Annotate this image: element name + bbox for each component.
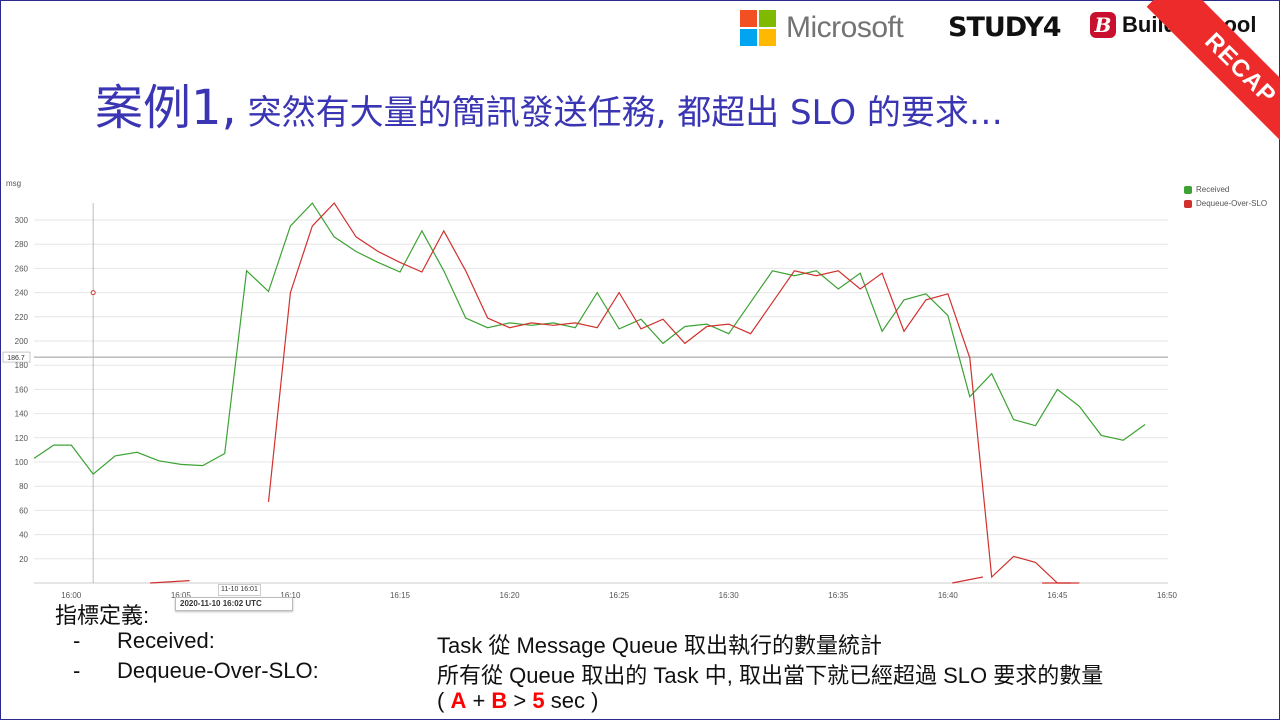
formula-open: (: [437, 688, 450, 713]
desc-received: Task 從 Message Queue 取出執行的數量統計: [437, 628, 882, 660]
desc-dequeue-over-slo: 所有從 Queue 取出的 Task 中, 取出當下就已經超過 SLO 要求的數…: [437, 658, 1103, 690]
title-case-number: 案例1,: [95, 80, 237, 136]
crosshair-point-marker: [91, 291, 95, 295]
x-tick-label: 16:30: [719, 591, 740, 600]
x-tick-label: 16:35: [828, 591, 849, 600]
formula-gt: >: [507, 688, 532, 713]
formula-plus: +: [466, 688, 491, 713]
formula-five: 5: [532, 688, 544, 713]
y-axis-label: msg: [6, 179, 21, 188]
legend-label-received: Received: [1196, 185, 1229, 194]
y-tick-label: 80: [19, 482, 28, 491]
y-tick-label: 260: [15, 264, 29, 273]
definitions-heading: 指標定義:: [55, 598, 149, 630]
x-tick-label: 16:25: [609, 591, 630, 600]
y-tick-label: 60: [19, 506, 28, 515]
term-dequeue-over-slo: Dequeue-Over-SLO:: [117, 658, 319, 684]
legend-label-dequeue-over-slo: Dequeue-Over-SLO: [1196, 199, 1267, 208]
x-tick-label: 16:15: [390, 591, 411, 600]
chart-tooltip: 2020-11-10 16:02 UTC: [175, 597, 293, 611]
formula-b: B: [491, 688, 507, 713]
legend-swatch-received: [1184, 186, 1192, 194]
y-tick-label: 280: [15, 240, 29, 249]
y-tick-label: 200: [15, 337, 29, 346]
x-tick-label: 16:45: [1047, 591, 1068, 600]
microsoft-logo: Microsoft: [740, 10, 903, 46]
crosshair-value-label: 186.7: [7, 355, 25, 362]
line-chart: 20 40 60 80 100 120 140 160 180 200 220 240 260 280 30…: [0, 170, 1280, 610]
y-tick-label: 40: [19, 531, 28, 540]
legend-swatch-dequeue-over-slo: [1184, 200, 1192, 208]
y-tick-label: 120: [15, 434, 29, 443]
y-tick-label: 140: [15, 410, 29, 419]
y-tick-label: 20: [19, 555, 28, 564]
microsoft-squares-icon: [740, 10, 776, 46]
slo-formula: ( A + B > 5 sec ): [437, 688, 598, 714]
x-tick-label: 16:50: [1157, 591, 1178, 600]
bullet-dash: -: [73, 658, 80, 684]
recap-band: RECAP: [1147, 0, 1280, 140]
y-tick-label: 160: [15, 385, 29, 394]
crosshair-time-tag: 11-10 16:01: [218, 584, 261, 596]
x-tick-label: 16:40: [938, 591, 959, 600]
y-tick-label: 220: [15, 313, 29, 322]
bullet-dash: -: [73, 628, 80, 654]
recap-corner-ribbon: RECAP: [1140, 0, 1280, 140]
y-tick-label: 180: [15, 361, 29, 370]
formula-a: A: [450, 688, 466, 713]
buildschool-b-icon: B: [1090, 12, 1116, 38]
legend-item-received: Received: [1184, 185, 1267, 194]
y-tick-label: 100: [15, 458, 29, 467]
chart-legend: Received Dequeue-Over-SLO: [1184, 185, 1267, 213]
series-line-dequeue-over-slo: [269, 203, 1080, 583]
legend-item-dequeue-over-slo: Dequeue-Over-SLO: [1184, 199, 1267, 208]
x-tick-label: 16:20: [500, 591, 521, 600]
series-line-dequeue-over-slo: [952, 577, 983, 583]
recap-label: RECAP: [1199, 28, 1280, 111]
study4-logo: STUDY4: [948, 12, 1061, 43]
y-tick-label: 240: [15, 289, 29, 298]
y-tick-label: 300: [15, 216, 29, 225]
microsoft-text: Microsoft: [786, 11, 903, 45]
title-text: 突然有大量的簡訊發送任務, 都超出 SLO 的要求…: [237, 93, 1003, 133]
formula-rest: sec ): [545, 688, 599, 713]
slide-title: 案例1, 突然有大量的簡訊發送任務, 都超出 SLO 的要求…: [95, 68, 1003, 138]
term-received: Received:: [117, 628, 215, 654]
